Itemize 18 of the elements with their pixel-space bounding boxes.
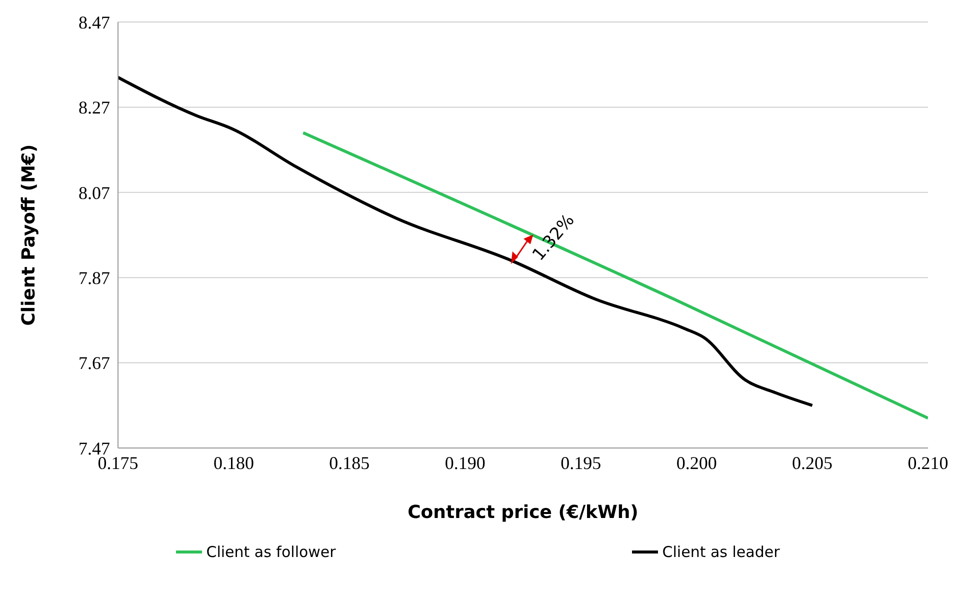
- y-tick-label: 8.07: [78, 182, 110, 203]
- x-tick-label: 0.210: [908, 452, 948, 473]
- y-tick-label: 8.27: [78, 98, 110, 118]
- x-tick-label: 0.180: [213, 452, 254, 473]
- x-tick-label: 0.205: [792, 452, 833, 473]
- y-tick-label: 8.47: [78, 12, 110, 32]
- legend-label: Client as follower: [206, 543, 336, 561]
- y-tick-label: 7.67: [78, 353, 110, 374]
- x-axis-title: Contract price (€/kWh): [408, 502, 638, 523]
- y-tick-label: 7.47: [78, 438, 110, 458]
- x-tick-label: 0.185: [329, 452, 370, 473]
- legend-label: Client as leader: [662, 543, 780, 561]
- y-axis-title: Client Payoff (M€): [18, 144, 40, 326]
- line-series: [118, 76, 814, 407]
- x-tick-label: 0.195: [560, 452, 602, 473]
- y-tick-label: 7.87: [78, 268, 110, 288]
- x-tick-label: 0.200: [676, 452, 717, 473]
- x-tick-label: 0.190: [444, 452, 486, 473]
